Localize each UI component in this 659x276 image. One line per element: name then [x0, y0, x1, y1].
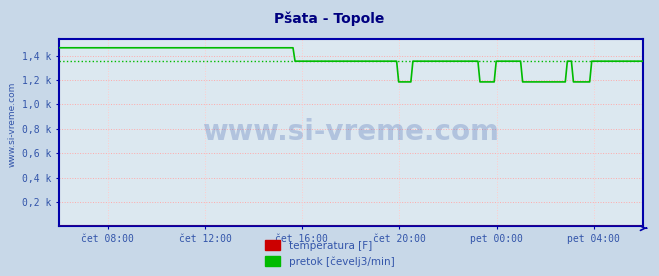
Text: www.si-vreme.com: www.si-vreme.com	[202, 118, 500, 147]
Text: www.si-vreme.com: www.si-vreme.com	[8, 81, 17, 167]
Text: Pšata - Topole: Pšata - Topole	[274, 11, 385, 26]
Legend: temperatura [F], pretok [čevelj3/min]: temperatura [F], pretok [čevelj3/min]	[260, 235, 399, 271]
